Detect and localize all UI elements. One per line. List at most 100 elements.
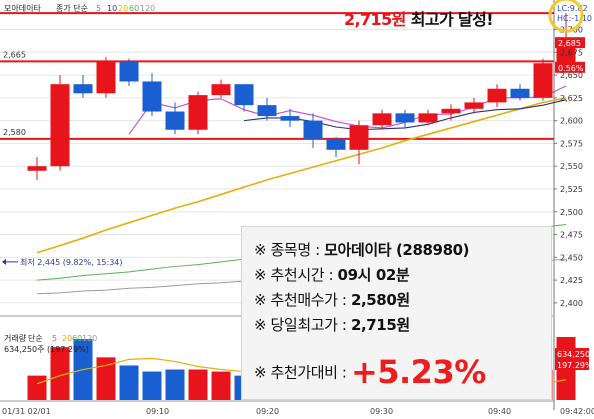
callout-price: 2,715원: [344, 10, 406, 29]
price-legend-item: 60: [129, 4, 139, 13]
candle-body: [27, 166, 47, 171]
y-tick-label: 2,675: [560, 48, 583, 57]
candle: [27, 157, 47, 180]
candle: [73, 75, 93, 98]
y-tick-label: 2,575: [560, 139, 583, 148]
candle-body: [211, 84, 231, 96]
y-tick-label: 2,400: [560, 299, 583, 308]
info-value: 09시 02분: [337, 266, 410, 284]
x-tick-label: 01/31 02/01: [2, 407, 51, 416]
y-tick-label: 2,550: [560, 162, 583, 171]
volume-bar: [142, 371, 162, 400]
info-key: ※ 종목명 :: [254, 241, 325, 259]
candle-body: [280, 116, 300, 121]
volume-badge: [555, 359, 589, 370]
candle-body: [234, 84, 254, 106]
recommendation-info-box: ※ 종목명 : 모아데이타 (288980) ※ 추천시간 : 09시 02분 …: [241, 226, 552, 400]
info-row-name: ※ 종목명 : 모아데이타 (288980): [254, 239, 470, 260]
candle: [50, 75, 70, 171]
info-row-return: ※ 추천가대비 : +5.23%: [254, 353, 486, 391]
candle-body: [464, 102, 484, 109]
volume-badge: [555, 348, 589, 359]
price-legend-item: 5: [96, 4, 101, 13]
y-tick-label: 2,500: [560, 208, 583, 217]
volume-readout: 634,250주 (197.29%): [4, 345, 89, 354]
candle: [303, 113, 323, 148]
price-legend-item: 20: [118, 4, 128, 13]
volume-badge-label: 634,250: [557, 350, 590, 359]
volume-bar: [96, 357, 116, 400]
volume-bar: [211, 371, 231, 400]
price-badge-label: 0.56%: [558, 64, 584, 73]
volume-badge-label: 197.29%: [557, 361, 593, 370]
top-right-readout: LC:9.82: [557, 4, 588, 13]
candle-body: [395, 113, 415, 123]
volume-bar: [165, 369, 185, 400]
candle-body: [50, 84, 70, 167]
y-tick-label: 2,625: [560, 94, 583, 103]
y-tick-label: 2,450: [560, 253, 583, 262]
low-annotation: 최저 2,445 (9.82%, 15:34): [20, 257, 123, 267]
price-legend-item: 10: [107, 4, 117, 13]
candle-body: [349, 125, 369, 150]
volume-legend-item: 5: [52, 334, 57, 343]
candle: [441, 104, 461, 121]
candle-body: [119, 61, 139, 82]
y-tick-label: 2,600: [560, 117, 583, 126]
price-badge-label: 2,685: [558, 39, 581, 48]
candle-body: [96, 61, 116, 94]
info-value: 2,715원: [350, 316, 410, 334]
candle: [234, 84, 254, 112]
candle: [395, 109, 415, 128]
level-label: 2,580: [3, 128, 26, 137]
candle: [96, 56, 116, 98]
info-key: ※ 추천시간 :: [254, 266, 338, 284]
info-row-buy-price: ※ 추천매수가 : 2,580원: [254, 289, 410, 310]
candle-body: [73, 84, 93, 94]
candle-body: [165, 111, 185, 130]
ma20-line: [36, 97, 567, 254]
y-tick-label: 2,525: [560, 185, 583, 194]
candle: [188, 91, 208, 135]
candle: [510, 84, 530, 101]
candle-body: [487, 88, 507, 103]
volume-legend-item: 120: [82, 334, 97, 343]
candle: [464, 97, 484, 114]
candle: [142, 73, 162, 117]
info-key: ※ 당일최고가 :: [254, 316, 351, 334]
info-row-day-high: ※ 당일최고가 : 2,715원: [254, 314, 410, 335]
candle-body: [142, 81, 162, 112]
info-value: 2,580원: [350, 291, 410, 309]
level-label: 2,665: [3, 50, 26, 59]
candle-body: [257, 105, 277, 117]
candle-body: [188, 95, 208, 130]
high-price-callout: 2,715원 최고가 달성!: [344, 6, 494, 30]
volume-legend-item: 60: [72, 334, 82, 343]
top-right-readout: HC:-1.10: [557, 14, 592, 23]
volume-bar: [119, 365, 139, 400]
y-tick-label: 2,475: [560, 231, 583, 240]
candle-body: [303, 120, 323, 139]
volume-bar: [188, 369, 208, 400]
info-key: ※ 추천매수가 :: [254, 291, 351, 309]
low-marker-arrow: [2, 258, 6, 265]
candle: [257, 97, 277, 121]
candle-body: [418, 113, 438, 123]
y-tick-label: 2,650: [560, 71, 583, 80]
candle-body: [533, 63, 553, 98]
candle-body: [510, 88, 530, 98]
x-tick-label: 09:42:00: [560, 407, 594, 416]
price-badge: [555, 37, 585, 49]
volume-bar: [50, 347, 70, 400]
x-tick-label: 09:40: [488, 407, 511, 416]
candle-body: [441, 108, 461, 114]
candle-body: [372, 113, 392, 126]
candle: [211, 79, 231, 98]
info-row-time: ※ 추천시간 : 09시 02분: [254, 264, 410, 285]
callout-text: 최고가 달성!: [405, 10, 494, 29]
volume-legend-item: 거래량: [4, 333, 27, 343]
x-tick-label: 09:20: [256, 407, 279, 416]
candle: [487, 84, 507, 107]
info-key: ※ 추천가대비 :: [254, 363, 351, 382]
price-legend-item: 종가 단순: [56, 3, 88, 13]
